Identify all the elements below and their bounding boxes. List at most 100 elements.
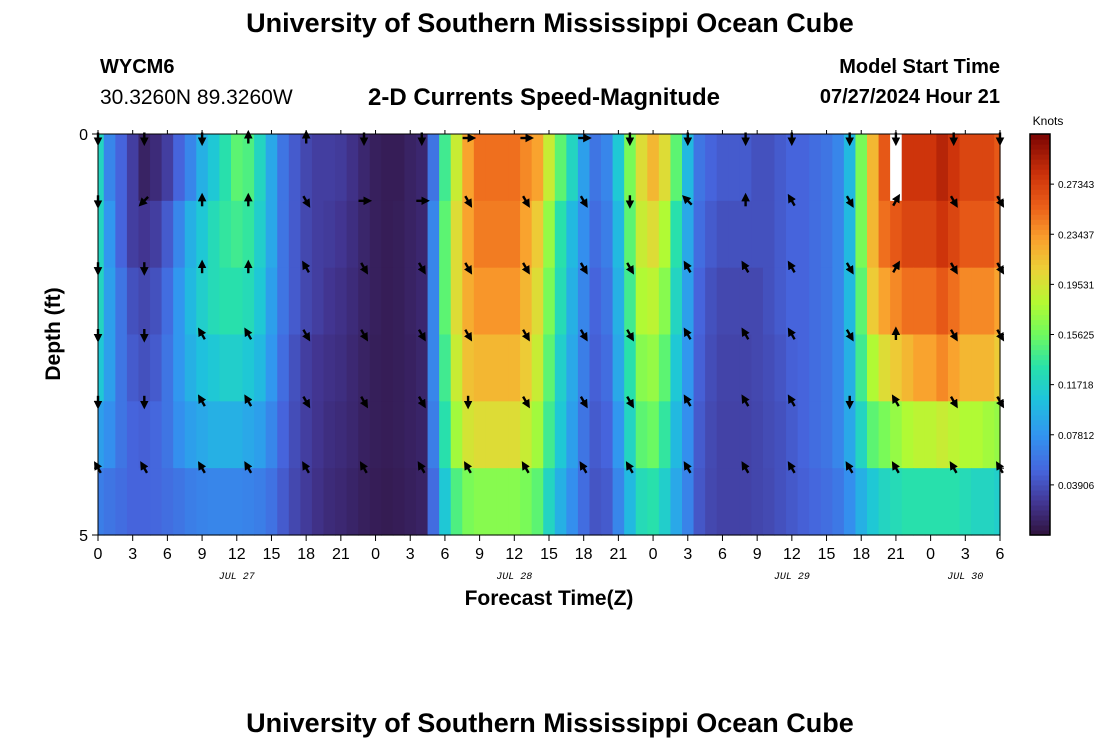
heatmap-cell (624, 200, 637, 269)
x-tick-label: 12 (228, 546, 246, 563)
current-vector (359, 329, 368, 342)
x-tick-label: 0 (94, 546, 103, 563)
heatmap-cell (658, 134, 672, 202)
heatmap-cell (693, 200, 706, 269)
heatmap-cell (242, 134, 255, 202)
heatmap-cell (728, 401, 741, 469)
heatmap-cell (300, 134, 313, 202)
heatmap-cell (404, 200, 417, 269)
heatmap-cell (138, 134, 151, 202)
colorbar-swatch (1030, 214, 1050, 220)
heatmap-cell (612, 401, 625, 469)
heatmap-cell (358, 200, 371, 269)
x-tick-label: 21 (609, 546, 627, 563)
heatmap-cell (323, 134, 336, 202)
heatmap-cell (462, 267, 475, 336)
heatmap-cell (809, 134, 822, 202)
heatmap-cell (936, 468, 949, 536)
heatmap-cell (173, 134, 186, 202)
current-vector (949, 461, 958, 474)
colorbar-swatch (1030, 494, 1050, 501)
heatmap-cell (658, 334, 672, 402)
heatmap-cell (762, 468, 776, 536)
current-vector (302, 329, 311, 342)
heatmap-cell (589, 334, 602, 402)
heatmap-cell (728, 200, 741, 269)
heatmap-cell (173, 401, 186, 469)
heatmap-cell (624, 334, 637, 402)
heatmap-cell (624, 401, 637, 469)
heatmap-cell (855, 200, 868, 269)
colorbar-tick-label: 0.27343 (1058, 180, 1095, 191)
heatmap-cell (647, 401, 660, 469)
station-coordinates: 30.3260N 89.3260W (100, 86, 293, 109)
heatmap-cell (416, 200, 429, 269)
heatmap-cell (994, 401, 1001, 469)
heatmap-cell (994, 468, 1001, 536)
heatmap-cell (196, 267, 209, 336)
heatmap-cell (138, 468, 151, 536)
heatmap-cell (242, 200, 255, 269)
heatmap-cell (670, 267, 683, 336)
heatmap-cell (554, 134, 567, 202)
heatmap-cell (716, 334, 729, 402)
current-vector (787, 461, 796, 474)
colorbar-swatch (1030, 244, 1050, 250)
heatmap-cell (820, 134, 833, 202)
x-tick-label: 18 (852, 546, 870, 563)
heatmap-cell (658, 468, 672, 536)
colorbar-swatch (1030, 384, 1050, 391)
colorbar-swatch (1030, 139, 1050, 145)
heatmap-cell (601, 401, 614, 469)
heatmap-cell (832, 200, 845, 269)
heatmap-cell (369, 134, 382, 202)
x-tick-label: 0 (371, 546, 380, 563)
heatmap-cell (381, 401, 394, 469)
heatmap-cell (196, 401, 209, 469)
heatmap-cell (739, 334, 752, 402)
heatmap-cell (254, 267, 267, 336)
heatmap-cell (693, 267, 706, 336)
heatmap-cell (762, 200, 776, 269)
heatmap-cell (150, 334, 163, 402)
heatmap-cell (335, 267, 348, 336)
heatmap-cell (416, 334, 429, 402)
colorbar-swatch (1030, 484, 1050, 491)
x-tick-label: 3 (961, 546, 970, 563)
heatmap-cell (751, 200, 764, 269)
current-vector (579, 461, 588, 474)
heatmap-cell (288, 401, 301, 469)
colorbar-swatch (1030, 239, 1050, 245)
heatmap-cell (693, 468, 706, 536)
heatmap-cell (115, 468, 128, 536)
heatmap-cell (450, 200, 463, 269)
heatmap-cell (959, 334, 972, 402)
heatmap-cell (520, 401, 533, 469)
heatmap-cell (601, 267, 614, 336)
heatmap-cell (496, 468, 510, 536)
heatmap-cell (207, 468, 221, 536)
heatmap-cell (277, 267, 290, 336)
current-vectors (93, 129, 1005, 474)
x-tick-label: 3 (406, 546, 415, 563)
heatmap-cell (416, 134, 429, 202)
heatmap-cell (624, 134, 637, 202)
heatmap-cell (936, 200, 949, 269)
current-vector (625, 395, 634, 409)
heatmap-cell (624, 468, 637, 536)
heatmap-cell (786, 401, 799, 469)
heatmap-cell (982, 200, 995, 269)
heatmap-cell (786, 334, 799, 402)
heatmap-cell (878, 267, 891, 336)
current-vector (198, 461, 207, 474)
date-label: JUL 30 (947, 572, 983, 583)
colorbar-swatch (1030, 269, 1050, 275)
heatmap-cell (392, 401, 406, 469)
heatmap-cell (369, 468, 382, 536)
heatmap-cell (959, 200, 972, 269)
x-tick-label: 15 (818, 546, 836, 563)
heatmap-cell (392, 134, 406, 202)
heatmap-cell (658, 200, 672, 269)
heatmap-cell (508, 267, 521, 336)
chart-subtitle: 2-D Currents Speed-Magnitude (368, 84, 721, 111)
